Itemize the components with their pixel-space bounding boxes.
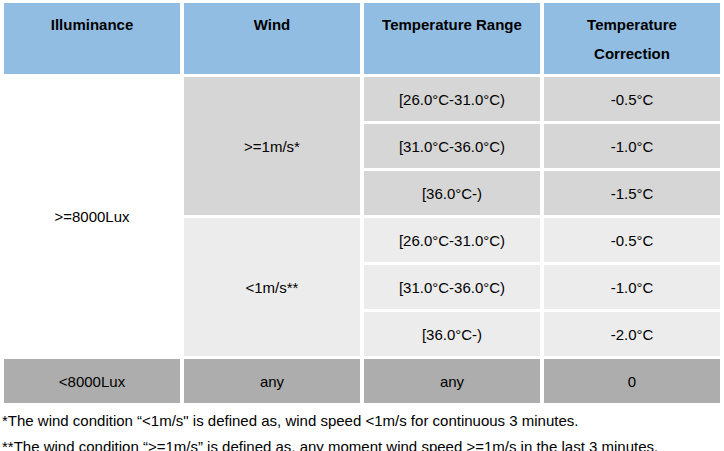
cell-temp-range: [31.0°C-36.0°C) [364,124,540,168]
cell-temp-range: [36.0°C-) [364,312,540,356]
cell-temp-range: [26.0°C-31.0°C) [364,77,540,121]
cell-temp-range-any: any [364,359,540,403]
cell-temp-correction: -0.5°C [544,218,720,262]
header-row: Illuminance Wind Temperature Range Tempe… [4,3,720,74]
footnotes: *The wind condition “<1m/s" is defined a… [0,406,724,451]
header-wind: Wind [184,3,360,74]
table-row-low-illuminance: <8000Lux any any 0 [4,359,720,403]
cell-wind-lt1ms: <1m/s** [184,218,360,356]
page: Illuminance Wind Temperature Range Tempe… [0,0,724,451]
cell-illuminance-low: <8000Lux [4,359,180,403]
cell-temp-correction: -1.0°C [544,265,720,309]
header-temperature-range: Temperature Range [364,3,540,74]
footnote-wind-ge1ms: **The wind condition “>=1m/s” is defined… [2,437,724,451]
temperature-correction-table: Illuminance Wind Temperature Range Tempe… [0,0,724,406]
cell-temp-range: [36.0°C-) [364,171,540,215]
cell-temp-correction: -1.0°C [544,124,720,168]
cell-temp-correction: -1.5°C [544,171,720,215]
header-illuminance: Illuminance [4,3,180,74]
table-row: >=8000Lux >=1m/s* [26.0°C-31.0°C) -0.5°C [4,77,720,121]
cell-wind-any: any [184,359,360,403]
footnote-wind-lt1ms: *The wind condition “<1m/s" is defined a… [2,411,724,431]
cell-wind-ge1ms: >=1m/s* [184,77,360,215]
cell-temp-range: [31.0°C-36.0°C) [364,265,540,309]
cell-temp-range: [26.0°C-31.0°C) [364,218,540,262]
header-temperature-correction: Temperature Correction [544,3,720,74]
cell-illuminance-high: >=8000Lux [4,77,180,356]
cell-temp-correction: -0.5°C [544,77,720,121]
cell-temp-correction: -2.0°C [544,312,720,356]
cell-temp-correction-zero: 0 [544,359,720,403]
